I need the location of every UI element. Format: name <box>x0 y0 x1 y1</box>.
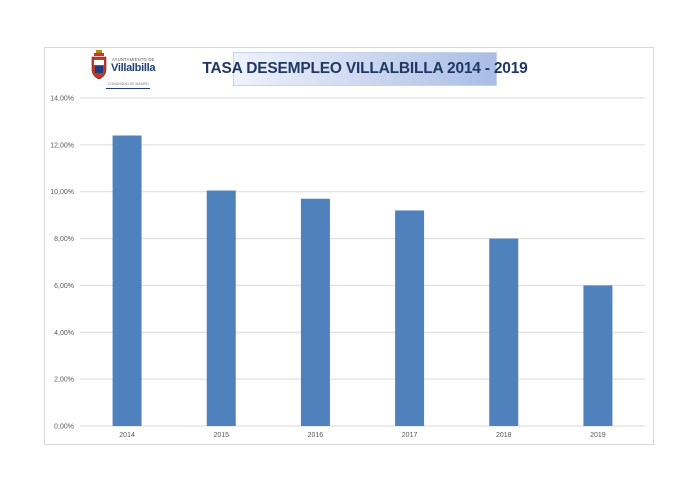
logo-subtitle: AYUNTAMIENTO DE <box>112 57 155 62</box>
y-tick-label: 0,00% <box>54 424 74 431</box>
y-tick-label: 2,00% <box>54 377 74 384</box>
y-tick-label: 6,00% <box>54 283 74 290</box>
bar-2015 <box>206 190 236 426</box>
x-tick-label: 2014 <box>119 432 135 439</box>
x-tick-label: 2015 <box>213 432 229 439</box>
villalbilla-logo: AYUNTAMIENTO DE Villalbilla COMUNIDAD DE… <box>90 50 156 94</box>
x-tick-label: 2019 <box>590 432 606 439</box>
chart-title-box: TASA DESEMPLEO VILLALBILLA 2014 - 2019 <box>202 52 528 86</box>
y-tick-label: 12,00% <box>50 142 74 149</box>
y-tick-label: 10,00% <box>50 189 74 196</box>
coat-of-arms-icon <box>91 50 107 80</box>
bar-2017 <box>395 210 425 426</box>
bar-2014 <box>112 135 142 426</box>
bar-2016 <box>300 198 330 426</box>
logo-name: Villalbilla <box>111 62 156 74</box>
y-tick-label: 8,00% <box>54 236 74 243</box>
bar-2018 <box>489 238 519 426</box>
y-tick-label: 4,00% <box>54 330 74 337</box>
logo-divider <box>106 88 150 89</box>
logo-region: COMUNIDAD DE MADRID <box>108 82 149 86</box>
y-tick-label: 14,00% <box>50 96 74 103</box>
chart-title: TASA DESEMPLEO VILLALBILLA 2014 - 2019 <box>202 60 528 77</box>
x-tick-label: 2017 <box>402 432 418 439</box>
bar-2019 <box>583 285 613 426</box>
x-tick-label: 2016 <box>308 432 324 439</box>
x-tick-label: 2018 <box>496 432 512 439</box>
